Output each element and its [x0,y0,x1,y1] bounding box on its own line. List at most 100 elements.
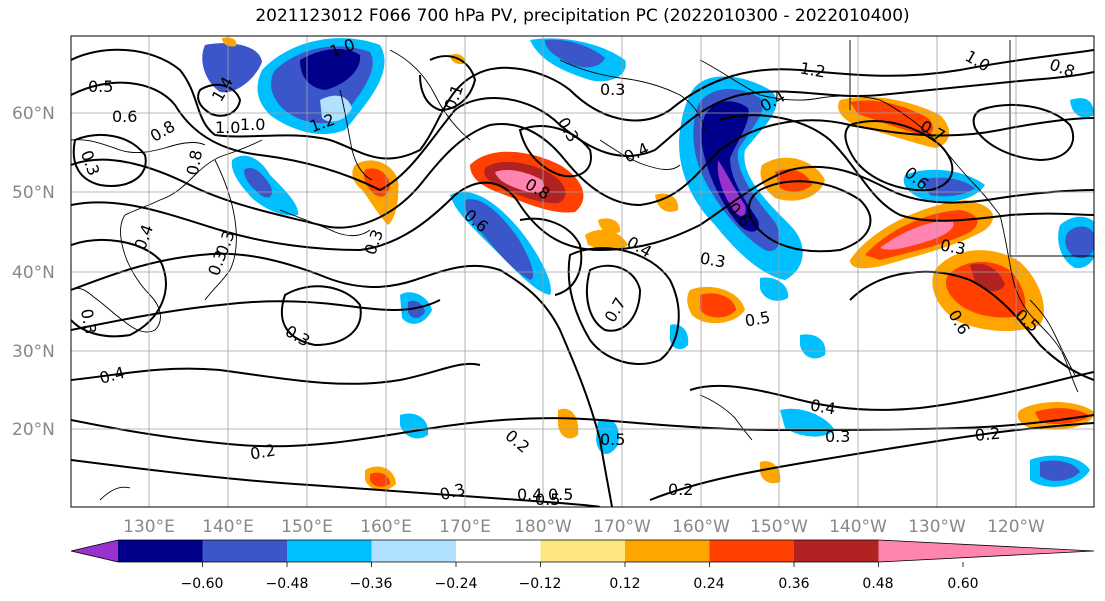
negative-anomaly-area [202,43,262,93]
lon-label-140e: 140°E [202,517,254,537]
contour-label: 0.3 [699,248,727,271]
lon-label-160w: 160°W [672,517,730,537]
longitude-labels: 130°E 140°E 150°E 160°E 170°E 180°W 170°… [123,517,1045,537]
coastline [99,486,131,501]
colorbar-ticks: −0.60 −0.48 −0.36 −0.24 −0.12 0.12 0.24 … [181,576,979,592]
coastline [389,49,471,141]
negative-anomaly-area [760,277,789,301]
lat-label-60n: 60°N [12,104,55,124]
contour-label: 0.5 [548,485,573,504]
negative-anomaly-area [464,199,534,280]
contour-line [567,247,680,365]
coastline [879,99,1001,216]
map-title: 2021123012 F066 700 hPa PV, precipitatio… [255,6,910,26]
contour-label: 0.5 [600,430,625,449]
negative-anomaly-area [1065,226,1094,259]
contour-line [71,48,1094,160]
positive-anomaly-area [558,408,579,439]
contour-line [849,270,1094,381]
colorbar-tick-label: 0.36 [778,576,809,592]
colorbar-segment [118,540,203,562]
colorbar-tick-label: 0.60 [947,576,978,592]
contour-label: 1.0 [240,115,265,134]
lon-label-140w: 140°W [829,517,887,537]
contour-line [71,239,167,338]
contour-label: 0.2 [974,424,1001,445]
contour-label: 0.8 [183,148,206,176]
contour-label: 0.4 [517,485,542,504]
colorbar-segment [456,540,541,562]
contour-label: 0.5 [743,307,771,330]
lon-label-180w: 180°W [514,517,572,537]
coastline [124,139,263,216]
colorbar-tick-label: −0.60 [181,576,224,592]
colorbar-tick-label: −0.48 [266,576,309,592]
negative-anomaly-area [300,48,361,90]
contour-line [586,264,642,332]
contour-label: 0.5 [535,490,560,509]
colorbar-tick-label: −0.12 [519,576,562,592]
lat-label-20n: 20°N [12,420,55,440]
coastline [71,214,161,333]
contour-label: 0.6 [112,107,137,126]
colorbar-tick-label: 0.12 [609,576,640,592]
coastline [1029,299,1076,376]
graticule [71,36,1094,507]
negative-anomaly-area [1070,98,1094,118]
colorbar-segment [540,540,626,562]
contour-line [649,422,1094,501]
lon-label-170w: 170°W [593,517,651,537]
contour-label: 0.3 [825,427,850,446]
positive-anomaly-area [222,37,237,47]
positive-anomaly-area [585,229,628,250]
contour-line [71,71,1094,192]
colorbar-segment [202,540,288,562]
pv-contours [71,48,1094,507]
negative-anomaly-area [701,101,759,232]
coastlines [71,40,1094,501]
positive-anomaly-area [1035,408,1090,424]
coastline [599,139,681,170]
positive-anomaly-area [655,193,679,212]
colorbar-tick-label: 0.24 [693,576,724,592]
latitude-labels: 60°N 50°N 40°N 30°N 20°N [12,104,55,440]
contour-label: 0.3 [77,307,100,335]
positive-anomaly-area [760,461,781,484]
contour-line [972,104,1075,162]
contour-line [71,117,1094,229]
lon-label-150w: 150°W [750,517,808,537]
colorbar-segment [709,540,795,562]
coastline [71,139,206,154]
coastline [339,89,373,181]
contour-line [419,55,477,112]
contour-label: 0.4 [809,395,837,418]
colorbar-tick-label: 0.48 [862,576,893,592]
colorbar-outline [70,539,1095,563]
colorbar-segment [794,540,879,562]
contour-line [719,114,1094,222]
contour-label: 1.0 [215,118,240,137]
lat-label-50n: 50°N [12,183,55,203]
colorbar [70,539,1095,567]
lat-label-30n: 30°N [12,342,55,362]
negative-anomaly-area [1040,460,1080,481]
precip-shading [202,37,1094,491]
negative-anomaly-area [545,39,605,68]
lon-label-170e: 170°E [439,517,491,537]
contour-line [71,299,441,331]
contour-line [72,134,147,187]
lon-label-130w: 130°W [908,517,966,537]
positive-anomaly-area [700,293,736,318]
contour-line [280,285,362,347]
contour-label: 0.3 [600,80,625,99]
contour-line [71,414,1094,448]
coastline [559,59,706,131]
colorbar-tick-label: −0.24 [435,576,478,592]
negative-anomaly-area [320,95,352,122]
lon-label-130e: 130°E [123,517,175,537]
map-frame [70,35,1095,508]
lon-label-150e: 150°E [281,517,333,537]
colorbar-extension-min [71,540,118,562]
contour-line [689,371,1094,411]
